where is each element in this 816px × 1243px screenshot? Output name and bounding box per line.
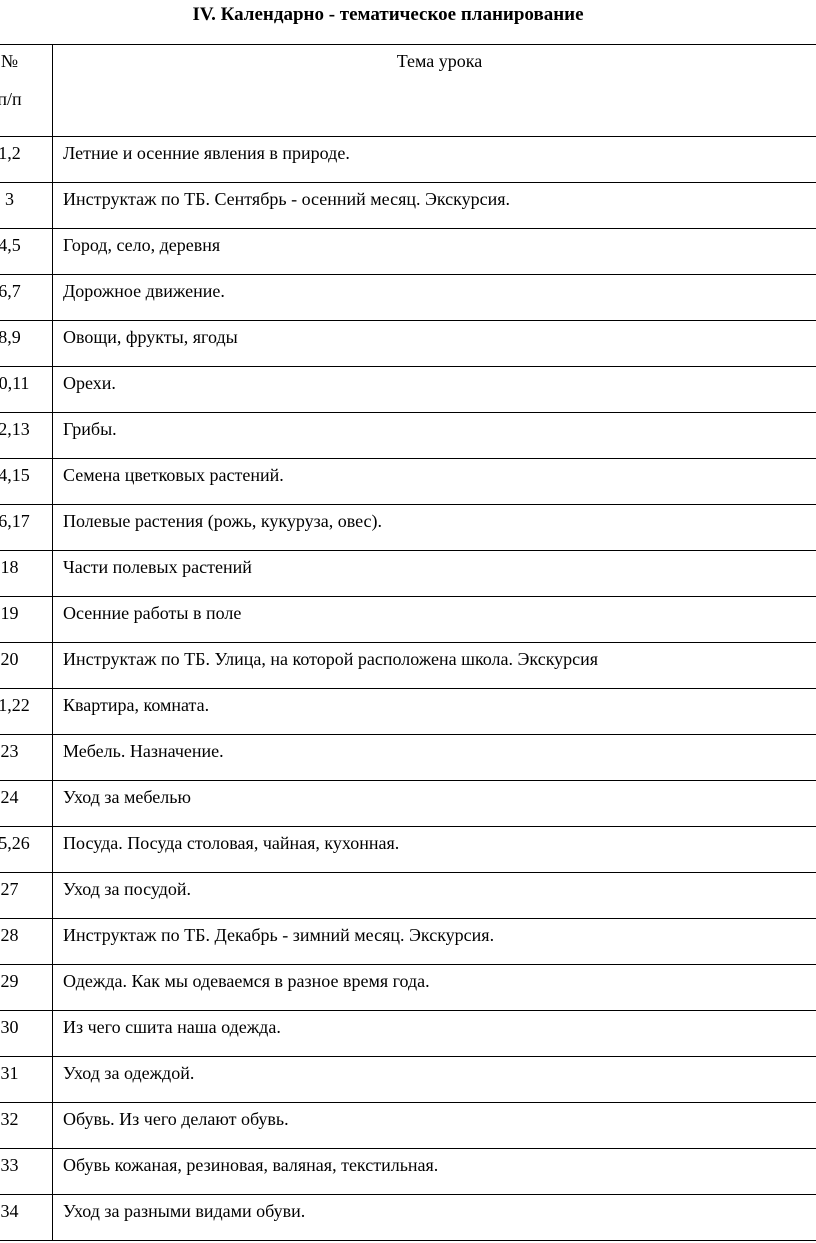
lesson-number: 27 [0, 872, 53, 919]
table-row: 31 Уход за одеждой. [0, 1056, 816, 1103]
lesson-topic: Инструктаж по ТБ. Улица, на которой расп… [52, 642, 816, 689]
lesson-plan-table: № п/п Тема урока 1,2 Летние и осенние явл… [0, 44, 816, 1241]
lesson-topic: Мебель. Назначение. [52, 734, 816, 781]
lesson-number: 31 [0, 1056, 53, 1103]
table-row: 32 Обувь. Из чего делают обувь. [0, 1102, 816, 1149]
lesson-topic: Уход за одеждой. [52, 1056, 816, 1103]
table-row: 18 Части полевых растений [0, 550, 816, 597]
lesson-number: 4,5 [0, 228, 53, 275]
table-row: 30 Из чего сшита наша одежда. [0, 1010, 816, 1057]
table-row: 4,5 Город, село, деревня [0, 228, 816, 275]
header-topic: Тема урока [52, 44, 816, 137]
lesson-number: 12,13 [0, 412, 53, 459]
lesson-topic: Город, село, деревня [52, 228, 816, 275]
table-row: 27 Уход за посудой. [0, 872, 816, 919]
lesson-topic: Уход за мебелью [52, 780, 816, 827]
table-header-row: № п/п Тема урока [0, 44, 816, 137]
lesson-topic: Овощи, фрукты, ягоды [52, 320, 816, 367]
lesson-topic: Дорожное движение. [52, 274, 816, 321]
lesson-number: 25,26 [0, 826, 53, 873]
lesson-number: 24 [0, 780, 53, 827]
lesson-topic: Из чего сшита наша одежда. [52, 1010, 816, 1057]
lesson-number: 30 [0, 1010, 53, 1057]
lesson-number: 1,2 [0, 136, 53, 183]
table-row: 1,2 Летние и осенние явления в природе. [0, 136, 816, 183]
table-row: 3 Инструктаж по ТБ. Сентябрь - осенний ме… [0, 182, 816, 229]
lesson-topic: Квартира, комната. [52, 688, 816, 735]
lesson-number: 33 [0, 1148, 53, 1195]
table-row: 8,9 Овощи, фрукты, ягоды [0, 320, 816, 367]
lesson-number: 19 [0, 596, 53, 643]
lesson-topic: Уход за посудой. [52, 872, 816, 919]
lesson-number: 28 [0, 918, 53, 965]
lesson-number: 23 [0, 734, 53, 781]
header-number-line1: № [0, 51, 19, 71]
lesson-number: 6,7 [0, 274, 53, 321]
table-row: 24 Уход за мебелью [0, 780, 816, 827]
page-title: IV. Календарно - тематическое планирован… [192, 4, 584, 25]
lesson-number: 10,11 [0, 366, 53, 413]
lesson-topic: Полевые растения (рожь, кукуруза, овес). [52, 504, 816, 551]
lesson-topic: Одежда. Как мы одеваемся в разное время … [52, 964, 816, 1011]
lesson-topic: Орехи. [52, 366, 816, 413]
table-row: 28 Инструктаж по ТБ. Декабрь - зимний мес… [0, 918, 816, 965]
lesson-number: 21,22 [0, 688, 53, 735]
table-row: 23 Мебель. Назначение. [0, 734, 816, 781]
lesson-topic: Посуда. Посуда столовая, чайная, кухонна… [52, 826, 816, 873]
lesson-topic: Инструктаж по ТБ. Декабрь - зимний месяц… [52, 918, 816, 965]
table-row: 6,7 Дорожное движение. [0, 274, 816, 321]
header-number: № п/п [0, 44, 53, 137]
lesson-number: 29 [0, 964, 53, 1011]
lesson-topic: Части полевых растений [52, 550, 816, 597]
lesson-topic: Осенние работы в поле [52, 596, 816, 643]
lesson-number: 16,17 [0, 504, 53, 551]
lesson-topic: Обувь. Из чего делают обувь. [52, 1102, 816, 1149]
lesson-number: 18 [0, 550, 53, 597]
lesson-topic: Уход за разными видами обуви. [52, 1194, 816, 1241]
lesson-number: 3 [0, 182, 53, 229]
header-number-line2: п/п [0, 89, 22, 109]
lesson-topic: Семена цветковых растений. [52, 458, 816, 505]
table-row: 19 Осенние работы в поле [0, 596, 816, 643]
lesson-number: 14,15 [0, 458, 53, 505]
lesson-number: 20 [0, 642, 53, 689]
lesson-topic: Грибы. [52, 412, 816, 459]
lesson-number: 34 [0, 1194, 53, 1241]
lesson-number: 32 [0, 1102, 53, 1149]
table-row: 29 Одежда. Как мы одеваемся в разное врем… [0, 964, 816, 1011]
lesson-topic: Обувь кожаная, резиновая, валяная, текст… [52, 1148, 816, 1195]
lesson-topic: Инструктаж по ТБ. Сентябрь - осенний мес… [52, 182, 816, 229]
lesson-number: 8,9 [0, 320, 53, 367]
table-row: 34 Уход за разными видами обуви. [0, 1194, 816, 1241]
table-row: 20 Инструктаж по ТБ. Улица, на которой ра… [0, 642, 816, 689]
table-row: 33 Обувь кожаная, резиновая, валяная, тек… [0, 1148, 816, 1195]
lesson-topic: Летние и осенние явления в природе. [52, 136, 816, 183]
